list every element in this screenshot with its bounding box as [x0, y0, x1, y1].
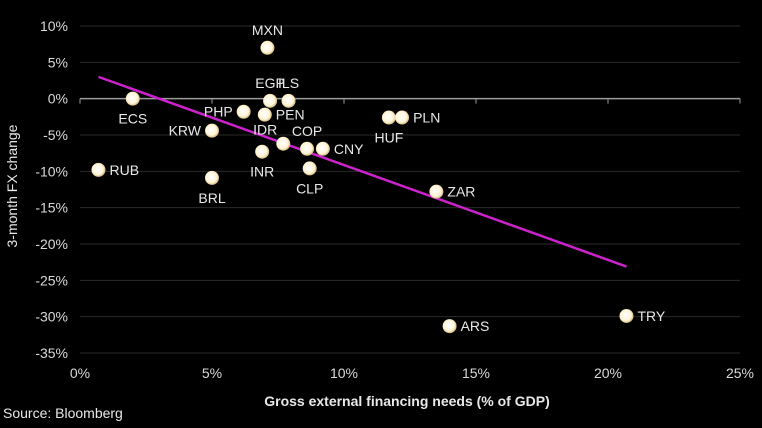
y-tick-label: -10% [35, 163, 68, 179]
data-point-mxn [260, 40, 275, 55]
x-tick-labels: 0% 5% 10% 15% 20% 25% [70, 365, 754, 381]
axes [79, 97, 741, 104]
x-tick-label: 10% [330, 365, 358, 381]
data-point-php [236, 104, 251, 119]
data-point-try [619, 308, 634, 323]
data-point-krw [205, 123, 219, 138]
point-label-cop: COP [292, 123, 322, 139]
point-label-brl: BRL [198, 190, 225, 206]
y-tick-label: 5% [48, 54, 68, 70]
data-point-rub [91, 162, 106, 177]
y-tick-label: -20% [35, 236, 68, 252]
data-point-pen [257, 107, 272, 122]
y-tick-label: 10% [40, 18, 68, 34]
x-tick-label: 20% [594, 365, 622, 381]
y-tick-label: -15% [35, 200, 68, 216]
data-point-egp [263, 93, 278, 108]
point-label-php: PHP [204, 104, 233, 120]
point-label-inr: INR [250, 164, 274, 180]
point-label-pen: PEN [276, 107, 305, 123]
point-label-huf: HUF [374, 130, 403, 146]
point-label-pln: PLN [413, 110, 440, 126]
y-tick-label: -30% [35, 309, 68, 325]
point-label-idr: IDR [253, 122, 277, 138]
data-point-pln [395, 110, 410, 125]
source-note: Source: Bloomberg [3, 405, 123, 421]
point-label-ars: ARS [461, 318, 490, 334]
y-tick-label: -5% [43, 127, 68, 143]
y-axis-title: 3-month FX change [4, 124, 20, 247]
y-tick-label: 0% [48, 91, 68, 107]
gridlines [80, 25, 740, 354]
data-point-ecs [125, 91, 140, 106]
point-label-zar: ZAR [447, 184, 475, 200]
data-point-idr [276, 136, 291, 151]
x-tick-label: 0% [70, 365, 90, 381]
x-axis-title: Gross external financing needs (% of GDP… [264, 393, 550, 409]
point-label-krw: KRW [169, 123, 202, 139]
x-tick-label: 5% [202, 365, 222, 381]
data-point-ars [442, 319, 457, 334]
point-label-rub: RUB [109, 162, 139, 178]
data-point-inr [255, 144, 270, 159]
y-tick-label: -35% [35, 345, 68, 361]
point-label-egp: EGP [255, 75, 285, 91]
data-point-cop [300, 141, 315, 156]
x-tick-label: 15% [462, 365, 490, 381]
data-points [91, 40, 634, 334]
data-point-cny [315, 141, 330, 156]
point-label-cny: CNY [334, 141, 364, 157]
point-label-ils: ILS [278, 75, 299, 91]
data-point-brl [205, 170, 219, 185]
point-label-clp: CLP [296, 180, 323, 196]
data-point-ils [281, 93, 296, 108]
data-point-clp [302, 161, 317, 176]
point-label-ecs: ECS [118, 111, 147, 127]
y-tick-label: -25% [35, 272, 68, 288]
point-label-mxn: MXN [252, 22, 283, 38]
point-label-try: TRY [637, 308, 665, 324]
x-tick-label: 25% [726, 365, 754, 381]
trendline-group [98, 75, 627, 268]
trendline [98, 75, 627, 268]
data-point-zar [429, 184, 444, 199]
data-point-huf [381, 110, 396, 125]
y-tick-labels: 10% 5% 0% -5% -10% -15% -20% -25% -30% -35% [35, 18, 68, 361]
